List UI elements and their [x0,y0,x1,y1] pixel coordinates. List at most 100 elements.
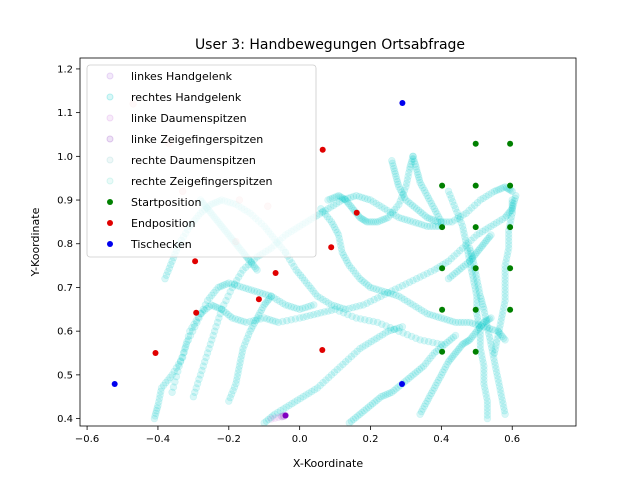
trail-point [430,384,438,392]
trail-point [313,292,322,300]
trail-point [284,302,292,310]
data-point [399,381,405,387]
trail-point [429,311,437,320]
trail-point [339,251,348,259]
trail-point [267,415,275,423]
trail-point [256,289,264,297]
trail-point [167,261,175,269]
trail-point [417,181,426,189]
trail-point [281,301,290,309]
trail-point [330,201,338,210]
trail-point [476,337,484,346]
trail-point [465,206,473,215]
trail-point [492,219,501,227]
trail-point [226,393,234,402]
trail-point [501,279,509,287]
trail-point [243,334,251,342]
trail-point [419,210,427,218]
y-tick-label: 0.8 [57,239,73,250]
trail-point [481,312,489,320]
data-point [472,348,479,355]
trail-point [279,317,287,326]
trail-point [400,296,409,304]
trail-point [186,331,195,340]
trail-point [427,215,436,224]
trail-point [334,231,343,239]
trail-point [361,217,370,225]
trail-point [439,368,447,376]
trail-point [218,282,227,290]
trail-point [262,417,271,425]
trail-point [207,301,215,309]
trail-point [497,185,505,193]
trail-point [271,410,279,418]
trail-point [303,279,311,287]
trail-point [152,409,160,417]
trail-point [432,312,440,320]
trail-point [507,206,515,215]
trail-point [230,383,239,391]
trail-point [352,314,360,322]
trail-point [484,224,492,232]
trail-point [266,414,275,422]
trail-point [470,252,478,260]
trail-point [481,226,489,234]
trail-point [463,259,472,267]
trail-point [405,278,414,286]
trail-point [244,331,253,339]
trail-point [345,304,353,313]
trail-point [327,218,336,226]
trail-point [479,303,487,311]
x-axis-label: X-Koordinate [293,457,363,470]
trail-point [349,267,358,275]
trail-point [483,324,491,332]
trail-point [231,315,239,323]
trail-point [483,397,492,405]
trail-point [345,419,353,426]
trail-point [471,250,480,258]
trail-point [502,212,511,220]
trail-point [407,332,416,341]
trail-point [433,339,441,348]
trail-point [415,173,423,182]
trail-point [508,209,516,217]
trail-point [451,349,460,357]
trail-point [213,318,222,327]
trail-point [495,185,503,194]
legend-label: linke Daumenspitzen [131,112,247,125]
trail-point [393,324,401,333]
trail-point [209,331,217,340]
data-point [507,224,514,231]
trail-point [154,401,162,410]
trail-point [232,276,241,285]
trail-point [305,389,313,397]
trail-point [398,323,407,331]
trail-point [420,402,429,410]
trail-point [365,218,373,226]
trail-point [456,215,464,224]
trail-point [508,204,516,212]
trail-point [484,316,492,324]
trail-point [389,210,397,218]
trail-point [378,320,386,328]
trail-point [382,214,390,223]
trail-point [480,318,488,327]
trail-point [364,282,373,290]
trail-point [468,254,477,262]
trail-point [500,303,508,312]
trail-point [415,219,423,228]
trail-point [416,178,424,187]
trail-point [226,312,234,320]
trail-point [480,323,488,331]
trail-point [426,222,434,231]
trail-point [325,373,333,382]
trail-point [199,305,208,313]
trail-point [330,223,339,231]
trail-point [471,201,479,210]
trail-point [157,384,166,392]
trail-point [503,251,511,259]
trail-point [346,201,354,210]
trail-point [487,231,495,239]
trail-point [436,373,444,382]
trail-point [348,312,356,320]
